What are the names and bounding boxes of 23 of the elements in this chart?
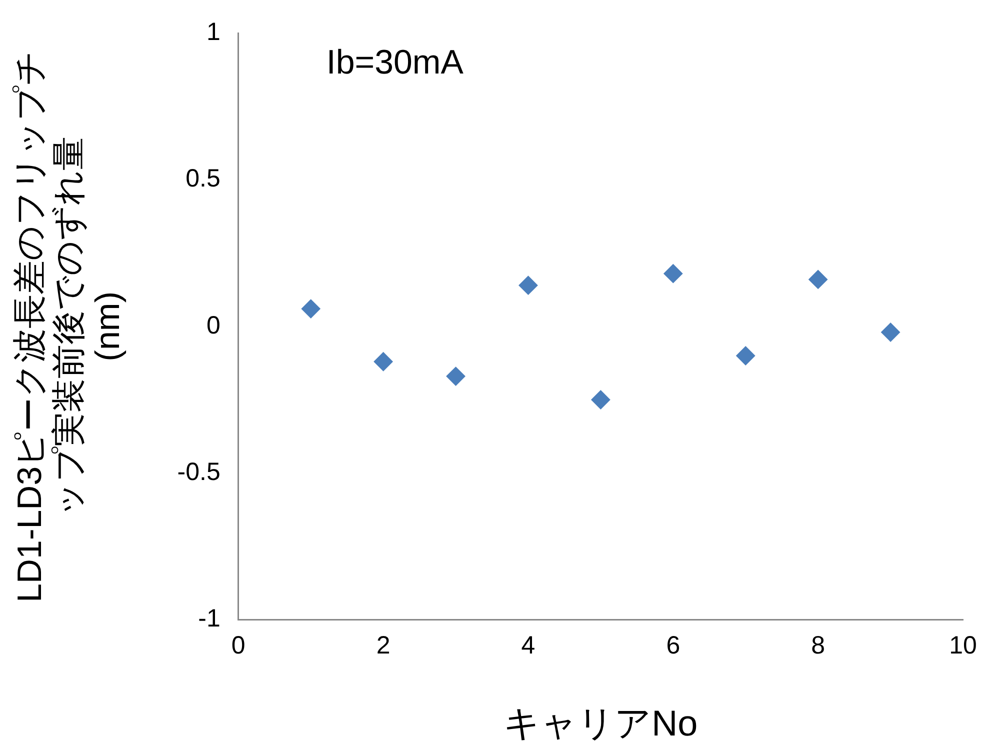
x-tick-label: 4 <box>521 632 536 660</box>
point <box>881 322 900 342</box>
y-tick-label: 0.5 <box>186 164 220 193</box>
point <box>664 264 683 284</box>
x-axis-title: キャリアNo <box>504 702 698 744</box>
annotation: Ib=30mA <box>326 43 464 82</box>
point <box>301 299 320 318</box>
point <box>591 390 610 410</box>
x-tick-label: 10 <box>949 632 977 660</box>
x-tick-label: 6 <box>666 632 680 660</box>
point <box>808 270 828 289</box>
y-axis-title: LD1-LD3ピーク波長差のフリップチップ実装前後でのずれ量 (nm) <box>10 50 128 602</box>
y-tick-label: -1 <box>198 604 220 633</box>
x-tick-label: 0 <box>231 632 246 660</box>
point <box>374 352 393 372</box>
x-tick-label: 2 <box>376 632 390 660</box>
point <box>518 276 538 295</box>
point <box>736 346 756 366</box>
x-tick-label: 8 <box>811 632 826 660</box>
y-tick-label: -0.5 <box>177 458 220 486</box>
y-tick-label: 0 <box>206 311 220 340</box>
point <box>446 366 466 386</box>
y-tick-label: 1 <box>206 18 220 46</box>
